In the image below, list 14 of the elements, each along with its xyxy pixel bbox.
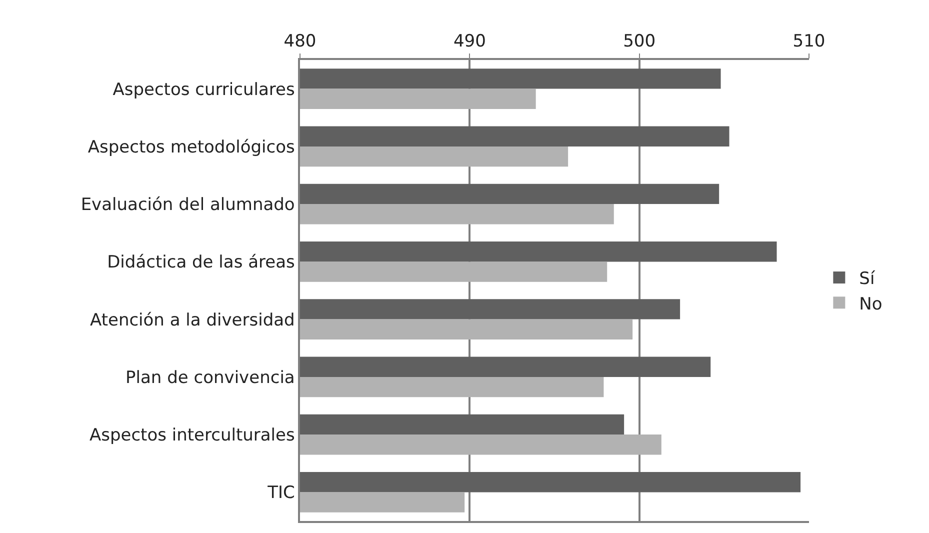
y-tick-label: Didáctica de las áreas <box>107 252 295 273</box>
y-tick-label: TIC <box>266 483 295 504</box>
y-tick-label: Aspectos metodológicos <box>88 137 295 158</box>
y-tick-label: Aspectos interculturales <box>89 426 295 446</box>
y-tick-label: Plan de convivencia <box>126 368 295 388</box>
legend-label: No <box>859 294 882 314</box>
y-tick-label: Atención a la diversidad <box>90 310 295 330</box>
x-tick-label: 480 <box>284 31 316 52</box>
y-tick-label: Evaluación del alumnado <box>80 195 295 216</box>
legend-label: Sí <box>859 269 876 290</box>
x-tick-label: 500 <box>623 31 656 52</box>
x-tick-label: 490 <box>453 31 486 52</box>
y-tick-label: Aspectos curriculares <box>112 80 295 100</box>
x-tick-label: 510 <box>792 31 826 52</box>
